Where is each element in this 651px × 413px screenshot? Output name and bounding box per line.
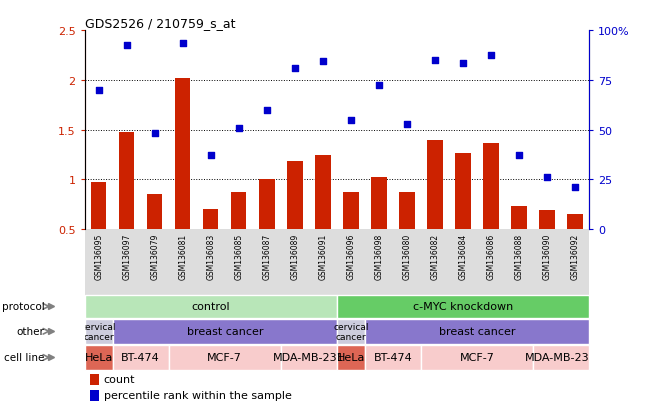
Point [262, 107, 272, 114]
Bar [512, 207, 527, 279]
Text: GSM136082: GSM136082 [430, 233, 439, 279]
Point [374, 82, 384, 89]
Bar [90, 374, 99, 385]
Point [178, 40, 188, 47]
Point [458, 60, 468, 67]
Bar [568, 215, 583, 279]
Bar [119, 132, 134, 279]
Text: GSM136092: GSM136092 [571, 233, 579, 279]
Text: count: count [104, 375, 135, 385]
Bar [85, 295, 337, 318]
Text: BT-474: BT-474 [121, 353, 160, 363]
Text: GDS2526 / 210759_s_at: GDS2526 / 210759_s_at [85, 17, 235, 30]
Text: GSM136089: GSM136089 [290, 233, 299, 279]
Text: BT-474: BT-474 [374, 353, 412, 363]
Point [290, 65, 300, 72]
Text: protocol: protocol [1, 301, 44, 312]
Point [402, 121, 412, 128]
Bar [540, 211, 555, 279]
Bar [337, 319, 365, 344]
Point [94, 87, 104, 94]
Bar [533, 345, 589, 370]
Bar [113, 319, 337, 344]
Text: GSM136091: GSM136091 [318, 233, 327, 279]
Text: MDA-MB-231: MDA-MB-231 [525, 353, 597, 363]
Point [346, 117, 356, 123]
Bar [281, 345, 337, 370]
Text: HeLa: HeLa [337, 353, 365, 363]
Text: breast cancer: breast cancer [439, 327, 516, 337]
Bar [287, 162, 303, 279]
Point [234, 125, 244, 132]
Point [430, 57, 440, 64]
Text: MCF-7: MCF-7 [460, 353, 495, 363]
Text: GSM136088: GSM136088 [514, 233, 523, 279]
Text: HeLa: HeLa [85, 353, 113, 363]
Text: cell line: cell line [4, 353, 44, 363]
Text: GSM136095: GSM136095 [94, 233, 103, 279]
Point [206, 152, 216, 159]
Bar [169, 345, 281, 370]
Point [122, 43, 132, 49]
Bar [337, 295, 589, 318]
Point [514, 152, 524, 159]
Bar [365, 319, 589, 344]
Point [486, 52, 496, 59]
Bar [90, 390, 99, 401]
Text: GSM136083: GSM136083 [206, 233, 215, 279]
Text: MDA-MB-231: MDA-MB-231 [273, 353, 344, 363]
Bar [231, 193, 247, 279]
Bar [85, 345, 113, 370]
Bar [147, 195, 162, 279]
Text: GSM136086: GSM136086 [486, 233, 495, 279]
Point [542, 175, 552, 181]
Bar [85, 319, 113, 344]
Text: GSM136081: GSM136081 [178, 233, 187, 279]
Text: cervical
cancer: cervical cancer [81, 322, 117, 341]
Text: GSM136079: GSM136079 [150, 233, 159, 279]
Text: other: other [16, 327, 44, 337]
Text: GSM136098: GSM136098 [374, 233, 383, 279]
Bar [175, 78, 191, 279]
Point [570, 185, 580, 191]
Point [318, 59, 328, 65]
Text: percentile rank within the sample: percentile rank within the sample [104, 390, 292, 400]
Bar [315, 155, 331, 279]
Text: GSM136080: GSM136080 [402, 233, 411, 279]
Bar [203, 210, 219, 279]
Bar [427, 140, 443, 279]
Bar [113, 345, 169, 370]
Text: GSM136090: GSM136090 [543, 233, 551, 279]
Bar [483, 143, 499, 279]
Bar [91, 183, 106, 279]
Bar [343, 193, 359, 279]
Text: control: control [191, 301, 230, 312]
Bar [365, 345, 421, 370]
Bar [455, 153, 471, 279]
Bar [337, 345, 365, 370]
Bar [421, 345, 533, 370]
Text: GSM136084: GSM136084 [458, 233, 467, 279]
Bar [399, 193, 415, 279]
Point [150, 130, 160, 137]
Text: cervical
cancer: cervical cancer [333, 322, 368, 341]
Bar [371, 178, 387, 279]
Text: MCF-7: MCF-7 [207, 353, 242, 363]
Text: GSM136087: GSM136087 [262, 233, 271, 279]
Text: breast cancer: breast cancer [187, 327, 263, 337]
Bar [259, 180, 275, 279]
Text: GSM136096: GSM136096 [346, 233, 355, 279]
Text: GSM136085: GSM136085 [234, 233, 243, 279]
Text: GSM136097: GSM136097 [122, 233, 131, 279]
Text: c-MYC knockdown: c-MYC knockdown [413, 301, 513, 312]
